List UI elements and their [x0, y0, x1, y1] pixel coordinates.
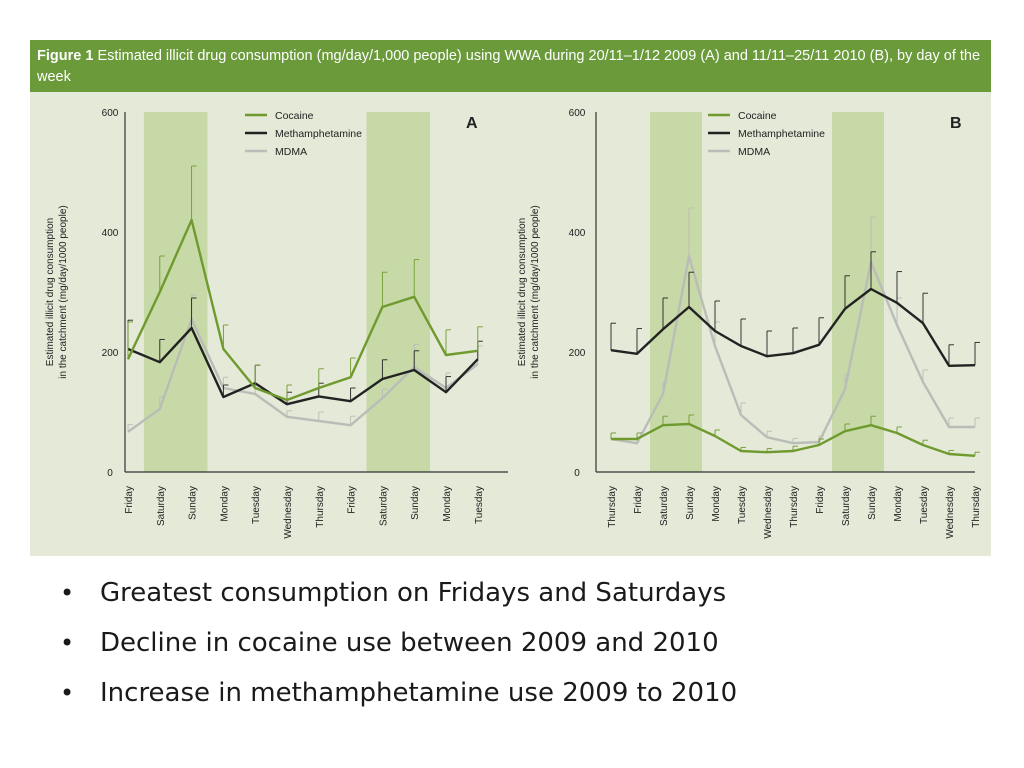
series-line-methamphetamine — [610, 287, 976, 367]
x-tick-label: Monday — [893, 486, 904, 522]
figure-header: Figure 1 Estimated illicit drug consumpt… — [30, 40, 991, 92]
y-axis-label-line: in the catchment (mg/day/1000 people) — [530, 205, 541, 378]
y-axis-label-line: Estimated illicit drug consumption — [517, 218, 528, 366]
y-tick-label: 200 — [569, 348, 586, 359]
x-tick-label: Friday — [124, 486, 135, 514]
weekend-band — [143, 112, 208, 472]
x-tick-label: Thursday — [971, 486, 982, 528]
x-tick-label: Friday — [347, 486, 358, 514]
x-tick-label: Wednesday — [283, 486, 294, 539]
weekend-band — [366, 112, 431, 472]
weekend-band — [650, 112, 702, 472]
y-tick-label: 600 — [102, 108, 119, 119]
figure-panel: Figure 1 Estimated illicit drug consumpt… — [30, 40, 991, 556]
y-axis-label-line: in the catchment (mg/day/1000 people) — [58, 205, 69, 378]
y-tick-label: 600 — [569, 108, 586, 119]
bullet-item: • Increase in methamphetamine use 2009 to… — [58, 668, 737, 718]
bullet-list: • Greatest consumption on Fridays and Sat… — [58, 568, 737, 718]
y-axis-label: Estimated illicit drug consumption in the… — [517, 205, 541, 378]
legend-label: MDMA — [275, 146, 307, 158]
x-tick-label: Sunday — [188, 486, 199, 520]
legend-label: Methamphetamine — [738, 128, 825, 140]
legend-label: Cocaine — [275, 110, 314, 122]
series-line-cocaine — [126, 218, 478, 402]
bullet-item: • Decline in cocaine use between 2009 and… — [58, 618, 737, 668]
x-tick-label: Saturday — [156, 486, 167, 526]
y-tick-label: 400 — [102, 228, 119, 239]
x-tick-label: Tuesday — [474, 486, 485, 524]
y-tick-label: 200 — [102, 348, 119, 359]
bullet-item: • Greatest consumption on Fridays and Sat… — [58, 568, 737, 618]
x-tick-label: Thursday — [607, 486, 618, 528]
figure-caption: Figure 1 Estimated illicit drug consumpt… — [37, 46, 987, 88]
y-axis-label: Estimated illicit drug consumption in the… — [45, 205, 69, 378]
x-tick-label: Saturday — [659, 486, 670, 526]
x-tick-label: Friday — [633, 486, 644, 514]
figure-caption-text: Estimated illicit drug consumption (mg/d… — [37, 48, 981, 85]
bullet-icon: • — [60, 629, 75, 657]
panel-label: B — [950, 115, 962, 132]
charts-area: 0 200 400 600 Estimated illicit drug consump… — [45, 108, 982, 539]
y-axis-label-line: Estimated illicit drug consumption — [45, 218, 56, 366]
legend-label: MDMA — [738, 146, 770, 158]
legend-label: Methamphetamine — [275, 128, 362, 140]
bullet-text: Greatest consumption on Fridays and Satu… — [100, 578, 727, 608]
x-tick-label: Wednesday — [763, 486, 774, 539]
figure-label: Figure 1 — [37, 48, 94, 64]
y-tick-label: 0 — [574, 468, 580, 479]
y-tick-label: 0 — [107, 468, 113, 479]
x-tick-label: Tuesday — [251, 486, 262, 524]
bullet-text: Increase in methamphetamine use 2009 to … — [100, 678, 738, 708]
x-tick-label: Sunday — [685, 486, 696, 520]
x-tick-label: Monday — [711, 486, 722, 522]
bullet-icon: • — [60, 579, 75, 607]
chart-panel-a: 0 200 400 600 Estimated illicit drug consump… — [45, 108, 508, 539]
x-tick-label: Tuesday — [919, 486, 930, 524]
chart-panel-b: 0 200 400 600 Estimated illicit drug consump… — [517, 108, 982, 539]
x-tick-label: Thursday — [789, 486, 800, 528]
series-line-methamphetamine — [127, 326, 479, 406]
x-tick-label: Tuesday — [737, 486, 748, 524]
bullet-icon: • — [60, 679, 75, 707]
x-tick-label: Thursday — [315, 486, 326, 528]
x-tick-label: Saturday — [378, 486, 389, 526]
series-line-cocaine — [611, 422, 976, 457]
x-tick-label: Wednesday — [945, 486, 956, 539]
x-tick-label: Friday — [815, 486, 826, 514]
x-tick-label: Sunday — [410, 486, 421, 520]
y-tick-label: 400 — [569, 228, 586, 239]
panel-label: A — [466, 115, 478, 132]
x-tick-label: Monday — [219, 486, 230, 522]
legend-label: Cocaine — [738, 110, 777, 122]
x-tick-label: Saturday — [841, 486, 852, 526]
x-tick-label: Monday — [442, 486, 453, 522]
x-tick-label: Sunday — [867, 486, 878, 520]
series-line-mdma — [610, 254, 975, 445]
bullet-text: Decline in cocaine use between 2009 and … — [100, 628, 719, 658]
